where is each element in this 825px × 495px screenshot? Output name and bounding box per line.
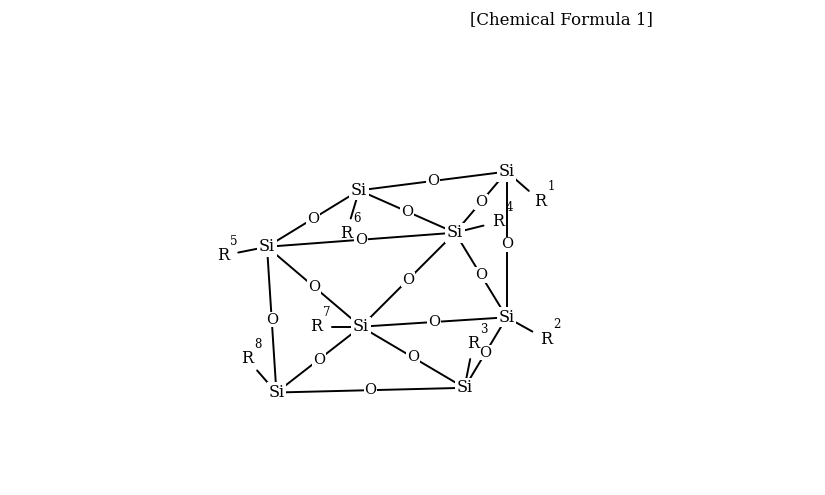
Text: Si: Si xyxy=(351,182,367,199)
Text: 4: 4 xyxy=(506,201,513,214)
Text: O: O xyxy=(401,204,413,218)
Text: R: R xyxy=(217,247,229,264)
Text: 7: 7 xyxy=(323,305,331,319)
Text: O: O xyxy=(365,383,376,397)
Text: R: R xyxy=(310,318,323,335)
Text: O: O xyxy=(475,195,487,209)
Text: [Chemical Formula 1]: [Chemical Formula 1] xyxy=(469,11,653,28)
Text: O: O xyxy=(501,238,513,251)
Text: R: R xyxy=(535,193,546,209)
Text: R: R xyxy=(241,350,253,367)
Text: O: O xyxy=(407,350,419,364)
Text: O: O xyxy=(479,346,492,359)
Text: R: R xyxy=(493,213,505,230)
Text: R: R xyxy=(340,225,352,242)
Text: O: O xyxy=(427,174,439,188)
Text: O: O xyxy=(308,280,320,294)
Text: R: R xyxy=(467,336,479,352)
Text: 3: 3 xyxy=(480,323,488,336)
Text: O: O xyxy=(475,268,487,282)
Text: R: R xyxy=(540,331,552,347)
Text: O: O xyxy=(266,313,278,327)
Text: O: O xyxy=(355,233,367,247)
Text: 6: 6 xyxy=(353,212,361,225)
Text: 2: 2 xyxy=(553,318,560,331)
Text: Si: Si xyxy=(268,384,285,401)
Text: Si: Si xyxy=(353,318,369,335)
Text: Si: Si xyxy=(498,309,515,326)
Text: O: O xyxy=(313,352,325,367)
Text: 5: 5 xyxy=(230,235,238,248)
Text: 8: 8 xyxy=(254,338,262,351)
Text: Si: Si xyxy=(259,238,275,255)
Text: Si: Si xyxy=(456,379,473,396)
Text: O: O xyxy=(402,273,414,287)
Text: 1: 1 xyxy=(547,180,554,193)
Text: Si: Si xyxy=(498,163,515,180)
Text: Si: Si xyxy=(447,224,463,241)
Text: O: O xyxy=(307,211,319,226)
Text: O: O xyxy=(428,315,440,329)
